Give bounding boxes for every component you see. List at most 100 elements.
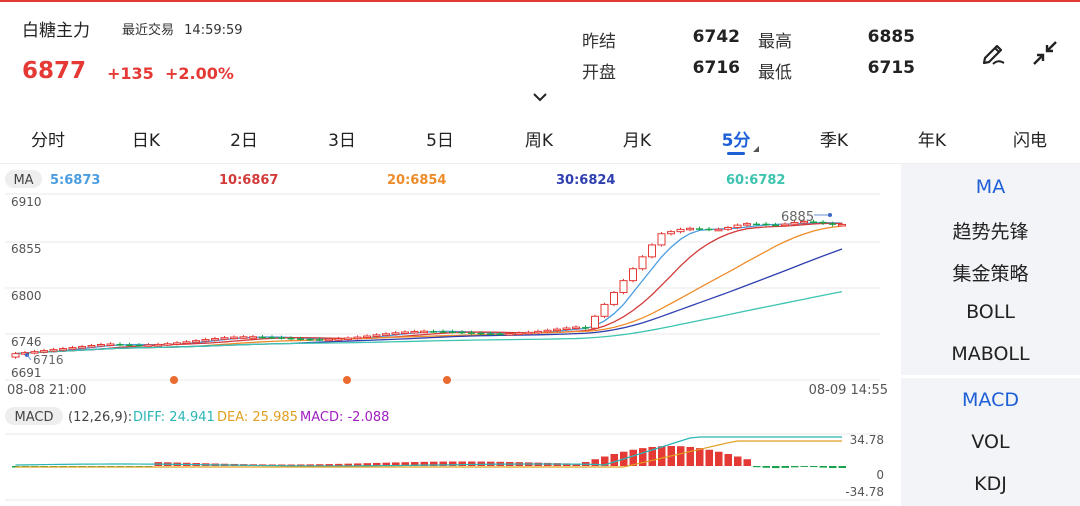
macd-bar: [306, 464, 314, 466]
candle-body: [582, 327, 589, 329]
collapse-arrows-icon: [1033, 41, 1057, 65]
top-accent-line: [0, 0, 1080, 2]
candle-body: [676, 228, 685, 233]
candle-body: [600, 303, 609, 317]
draw-button[interactable]: [977, 36, 1011, 70]
indicator-trend-pioneer[interactable]: 趋势先锋: [952, 221, 1029, 243]
candlesticks: [11, 219, 846, 359]
divider: [0, 163, 1080, 164]
candle-body: [724, 227, 732, 230]
indicator-jijin-strategy[interactable]: 集金策略: [952, 263, 1029, 285]
event-dot[interactable]: [443, 376, 451, 384]
panel-divider: [901, 375, 1080, 378]
candle-body: [619, 280, 628, 294]
macd-bar: [458, 461, 466, 466]
macd-bar: [316, 464, 324, 466]
macd-dea: DEA: 25.985: [217, 410, 298, 425]
price-change-pct: +2.00%: [165, 64, 234, 83]
macd-bar: [715, 451, 723, 466]
candle-body: [334, 338, 343, 341]
tab-weekly-k[interactable]: 周K: [524, 131, 554, 151]
macd-bar: [610, 454, 618, 466]
indicator-macd[interactable]: MACD: [962, 389, 1019, 411]
indicator-boll[interactable]: BOLL: [966, 301, 1015, 323]
candle-body: [515, 332, 523, 336]
macd-bar: [658, 446, 666, 466]
candle-body: [106, 343, 115, 346]
candle-body: [239, 336, 248, 339]
macd-bar: [411, 462, 419, 466]
macd-bar: [696, 448, 704, 466]
low-marker: 6716: [25, 353, 64, 367]
indicator-maboll[interactable]: MABOLL: [951, 343, 1030, 365]
candle-body: [40, 350, 48, 353]
candle-body: [49, 349, 58, 352]
indicator-ma[interactable]: MA: [975, 176, 1006, 198]
kline-chart[interactable]: MA 5:6873 10:6867 20:6854 30:6824 60:678…: [0, 164, 900, 506]
candle-body: [287, 337, 295, 340]
tab-flash[interactable]: 闪电: [1013, 131, 1047, 151]
macd-bar: [591, 459, 599, 466]
ma30-line: [15, 248, 843, 355]
indicator-vol[interactable]: VOL: [971, 431, 1010, 453]
candle-body: [116, 343, 124, 346]
tab-intraday[interactable]: 分时: [31, 131, 65, 151]
ma5-line: [15, 221, 843, 355]
period-tabs: 分时 日K 2日 3日 5日 周K 月K 5分 季K 年K 闪电: [0, 120, 1080, 160]
macd-legend-tag-bg: [5, 407, 63, 425]
macd-bar: [686, 446, 694, 466]
candle-body: [743, 223, 751, 226]
macd-bar: [354, 463, 362, 466]
tab-quarterly-k[interactable]: 季K: [819, 131, 849, 151]
candle-body: [439, 331, 447, 333]
high-marker-label: 6885: [781, 210, 814, 225]
tab-2day[interactable]: 2日: [230, 131, 258, 151]
ma30-value: 30:6824: [556, 173, 615, 188]
candle-body: [68, 347, 77, 350]
candle-body: [249, 336, 257, 339]
macd-bar: [344, 463, 352, 466]
candle-body: [714, 228, 723, 232]
macd-bar: [800, 466, 808, 467]
ma10-line: [15, 222, 843, 355]
macd-axis-bottom: -34.78: [845, 485, 884, 499]
tab-3day[interactable]: 3日: [328, 131, 356, 151]
candle-body: [211, 338, 219, 341]
candle-body: [59, 348, 67, 351]
period-dropdown-icon[interactable]: [753, 146, 759, 152]
candle-body: [800, 220, 808, 224]
ma60-value: 60:6782: [726, 173, 785, 188]
ma60-line: [15, 291, 843, 355]
expand-quote-button[interactable]: [530, 88, 550, 102]
candle-body: [610, 292, 618, 305]
event-dot[interactable]: [170, 376, 178, 384]
tab-daily-k[interactable]: 日K: [131, 131, 161, 151]
candle-body: [762, 223, 770, 226]
contract-title: 白糖主力: [22, 21, 90, 41]
macd-bar: [430, 461, 438, 466]
tab-5min[interactable]: 5分: [721, 131, 751, 151]
ma5-value: 5:6873: [50, 173, 100, 188]
candle-body: [468, 332, 475, 334]
prev-settle-value: 6742: [692, 27, 740, 47]
indicator-kdj[interactable]: KDJ: [974, 473, 1007, 495]
collapse-button[interactable]: [1028, 36, 1062, 70]
last-trade-info: 最近交易 14:59:59: [122, 19, 243, 38]
tab-5day[interactable]: 5日: [426, 131, 454, 151]
macd-bar: [772, 466, 780, 469]
candle-body: [372, 334, 381, 337]
tab-yearly-k[interactable]: 年K: [917, 131, 947, 151]
macd-bar: [762, 466, 770, 468]
candle-body: [705, 228, 713, 231]
candle-body: [78, 346, 86, 349]
macd-diff: DIFF: 24.941: [133, 410, 215, 425]
event-dot[interactable]: [343, 376, 351, 384]
candle-body: [353, 336, 362, 340]
ma-lines: [15, 221, 843, 355]
candle-body: [496, 333, 504, 336]
macd-bar: [572, 463, 580, 466]
macd-diff-line: [15, 436, 842, 467]
tab-monthly-k[interactable]: 月K: [622, 131, 652, 151]
candle-body: [420, 330, 428, 334]
candle-body: [401, 331, 409, 334]
